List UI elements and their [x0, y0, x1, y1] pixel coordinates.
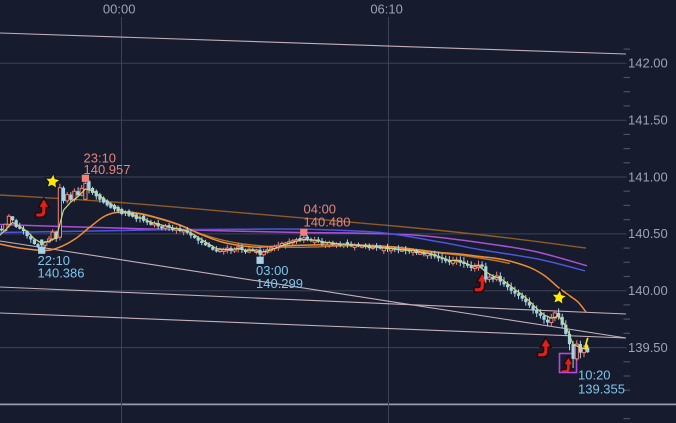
svg-text:140.386: 140.386	[38, 266, 85, 281]
svg-text:139.355: 139.355	[578, 381, 625, 396]
svg-text:141.00: 141.00	[628, 169, 668, 184]
svg-text:23:10: 23:10	[84, 150, 117, 165]
svg-text:00:00: 00:00	[103, 2, 136, 17]
svg-text:142.00: 142.00	[628, 56, 668, 71]
svg-text:22:10: 22:10	[38, 253, 71, 268]
svg-text:03:00: 03:00	[256, 263, 289, 278]
svg-text:06:10: 06:10	[370, 2, 403, 17]
svg-text:139.50: 139.50	[628, 340, 668, 355]
svg-text:04:00: 04:00	[304, 202, 337, 217]
svg-text:141.50: 141.50	[628, 112, 668, 127]
svg-text:140.00: 140.00	[628, 283, 668, 298]
svg-text:140.50: 140.50	[628, 226, 668, 241]
svg-text:140.480: 140.480	[304, 215, 351, 230]
svg-text:140.299: 140.299	[256, 276, 303, 291]
svg-text:10:20: 10:20	[578, 367, 611, 382]
svg-text:140.957: 140.957	[84, 162, 131, 177]
